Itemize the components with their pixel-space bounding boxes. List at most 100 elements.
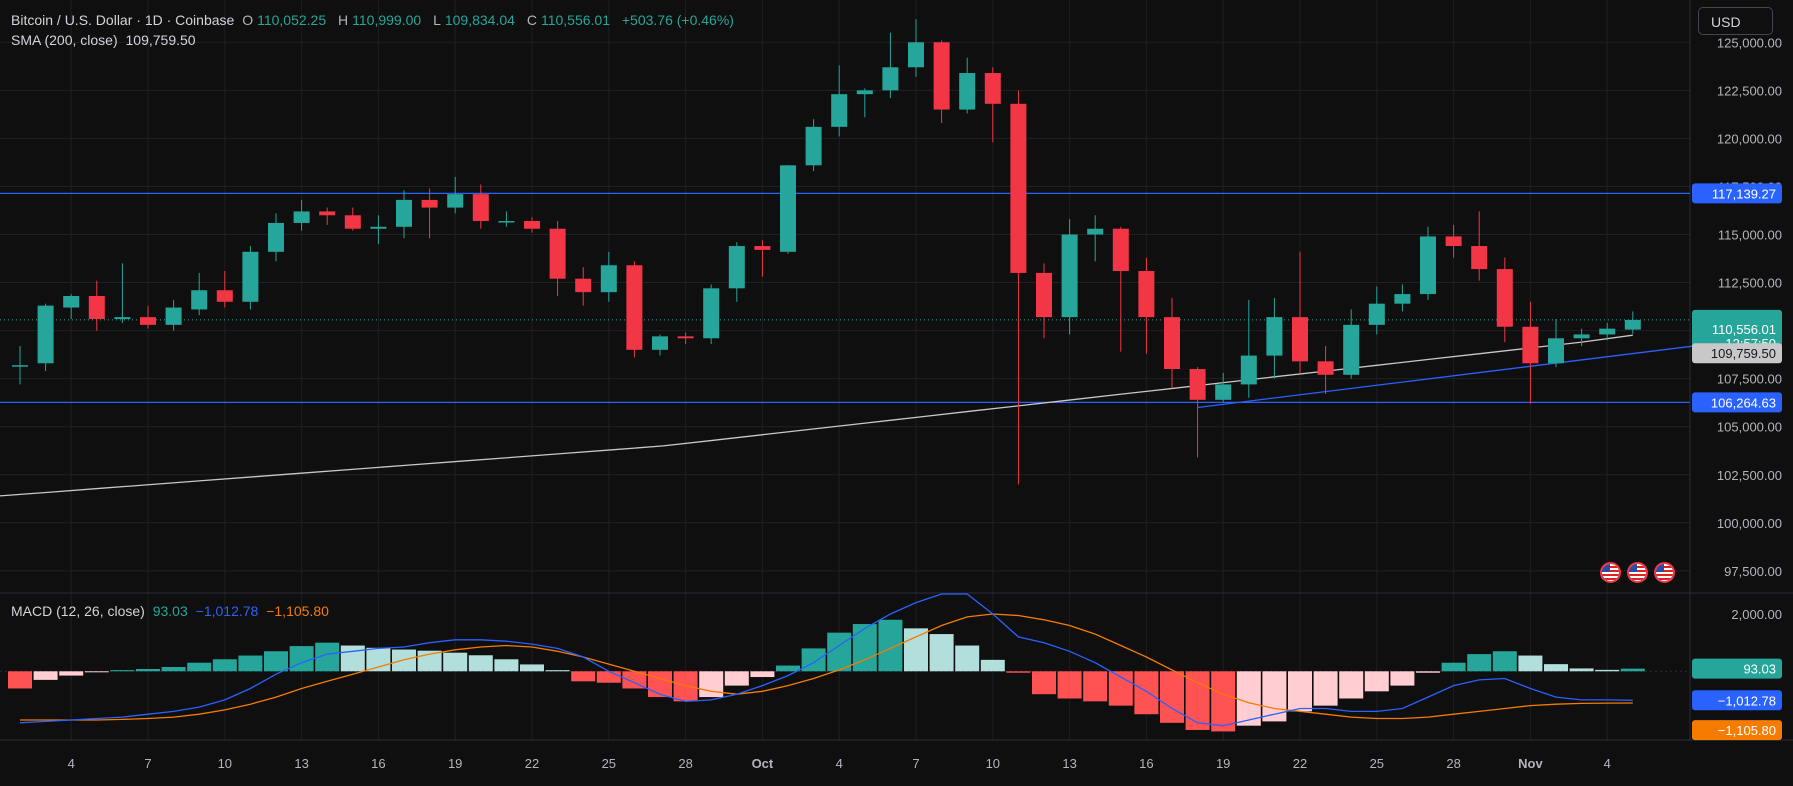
macd-histogram-bar (929, 634, 954, 672)
macd-histogram-bar (1032, 671, 1056, 695)
macd-signal-value: −1,105.80 (266, 603, 329, 619)
candle-body (882, 67, 899, 91)
candle-body (1292, 317, 1308, 362)
macd-histogram-bar (520, 664, 544, 672)
candle-body (191, 290, 208, 310)
macd-line-tag-bg (1692, 690, 1782, 711)
candle-body (677, 336, 694, 339)
candle-body (88, 296, 105, 320)
sma-legend: SMA (200, close) 109,759.50 (11, 32, 200, 48)
candle-body (12, 365, 28, 367)
candle-body (140, 317, 156, 325)
price-tick-label: 125,000.00 (1717, 35, 1782, 50)
close-label: C 110,556.01 (526, 12, 610, 28)
macd-histogram-bar (750, 671, 775, 678)
candle-body (1599, 328, 1616, 335)
candle-body (1317, 361, 1334, 375)
candle-body (1240, 355, 1257, 385)
candle-body (293, 211, 310, 223)
level-price-tag: 106,264.63 (1711, 395, 1776, 410)
macd-title: MACD (12, 26, close) (11, 603, 145, 619)
symbol-title: Bitcoin / U.S. Dollar · 1D · Coinbase (11, 12, 235, 28)
price-tick-label: 112,500.00 (1718, 276, 1782, 291)
candle-body (1496, 269, 1513, 327)
price-tick-label: 120,000.00 (1717, 131, 1782, 146)
macd-histogram-bar (1467, 654, 1492, 672)
macd-histogram-bar (596, 671, 621, 683)
candle-body (216, 290, 233, 302)
macd-histogram-bar (545, 670, 570, 672)
macd-histogram-bar (622, 671, 647, 689)
candle-body (1036, 272, 1052, 318)
macd-histogram-bar (366, 647, 391, 672)
currency-button[interactable]: USD (1698, 7, 1773, 35)
candle-body (447, 194, 464, 208)
macd-histogram-bar (1185, 671, 1210, 730)
change-label: +503.76 (+0.46%) (621, 12, 734, 28)
time-tick-label: 16 (1139, 756, 1153, 771)
macd-hist-value: 93.03 (152, 603, 188, 619)
candle-body (652, 336, 668, 350)
macd-histogram-bar (1288, 671, 1312, 712)
us-flag-icon[interactable] (1654, 562, 1675, 583)
time-tick-label: 13 (294, 756, 308, 771)
macd-histogram-bar (1544, 664, 1568, 672)
sma-price-tag-bg (1692, 343, 1782, 364)
candle-body (549, 228, 566, 279)
macd-histogram-bar (161, 667, 186, 672)
candle-body (831, 94, 848, 127)
macd-tick-label: 2,000.00 (1731, 607, 1782, 622)
us-flag-icon[interactable] (1627, 562, 1648, 583)
candle-body (114, 317, 131, 320)
last-price-tag: 110,556.01 (1712, 322, 1776, 337)
macd-histogram-bar (443, 652, 468, 672)
price-tick-label: 115,000.00 (1718, 227, 1782, 242)
macd-histogram-bar (1083, 671, 1108, 702)
price-tick-label: 105,000.00 (1717, 420, 1782, 435)
candle-body (959, 73, 976, 110)
candle-body (575, 278, 592, 293)
macd-histogram-bar (955, 645, 980, 672)
candle-body (268, 222, 284, 252)
macd-legend: MACD (12, 26, close) 93.03 −1,012.78 −1,… (11, 603, 333, 619)
candle-body (703, 288, 720, 339)
time-tick-label: 7 (912, 756, 919, 771)
time-tick-label: 10 (986, 756, 1000, 771)
level-price-tag: 117,139.27 (1712, 186, 1776, 201)
time-tick-label: 19 (1216, 756, 1230, 771)
macd-histogram-bar (340, 645, 365, 672)
candle-body (472, 194, 489, 222)
price-tick-label: 122,500.00 (1717, 83, 1782, 98)
candle-body (1343, 324, 1360, 375)
macd-histogram-bar (110, 670, 135, 672)
last-price-tag-bg (1692, 309, 1782, 348)
candle-body (1010, 103, 1027, 273)
macd-histogram-bar (1518, 655, 1543, 672)
candle-body (1548, 338, 1564, 364)
candle-body (63, 296, 80, 308)
time-tick-label: 19 (448, 756, 462, 771)
macd-line (19, 593, 1633, 727)
candle-body (1445, 236, 1462, 247)
macd-histogram-bar (776, 665, 800, 672)
candle-body (1266, 317, 1283, 356)
candle-body (524, 221, 540, 229)
time-tick-label: 28 (1446, 756, 1460, 771)
macd-histogram-bar (1211, 671, 1236, 732)
candle-body (626, 265, 643, 350)
candle-body (319, 211, 336, 216)
candle-body (1624, 319, 1641, 330)
candle-body (1112, 228, 1129, 272)
macd-histogram-bar (494, 659, 519, 672)
candle-body (754, 246, 771, 250)
macd-histogram-bar (648, 671, 672, 698)
candle-body (1061, 234, 1078, 318)
candle-body (396, 199, 412, 227)
macd-histogram-bar (1441, 662, 1466, 672)
time-tick-label: 13 (1062, 756, 1076, 771)
us-flag-icon[interactable] (1600, 562, 1621, 583)
candle-body (370, 226, 387, 229)
macd-signal-tag: −1,105.80 (1718, 723, 1776, 738)
time-tick-label: 22 (525, 756, 539, 771)
